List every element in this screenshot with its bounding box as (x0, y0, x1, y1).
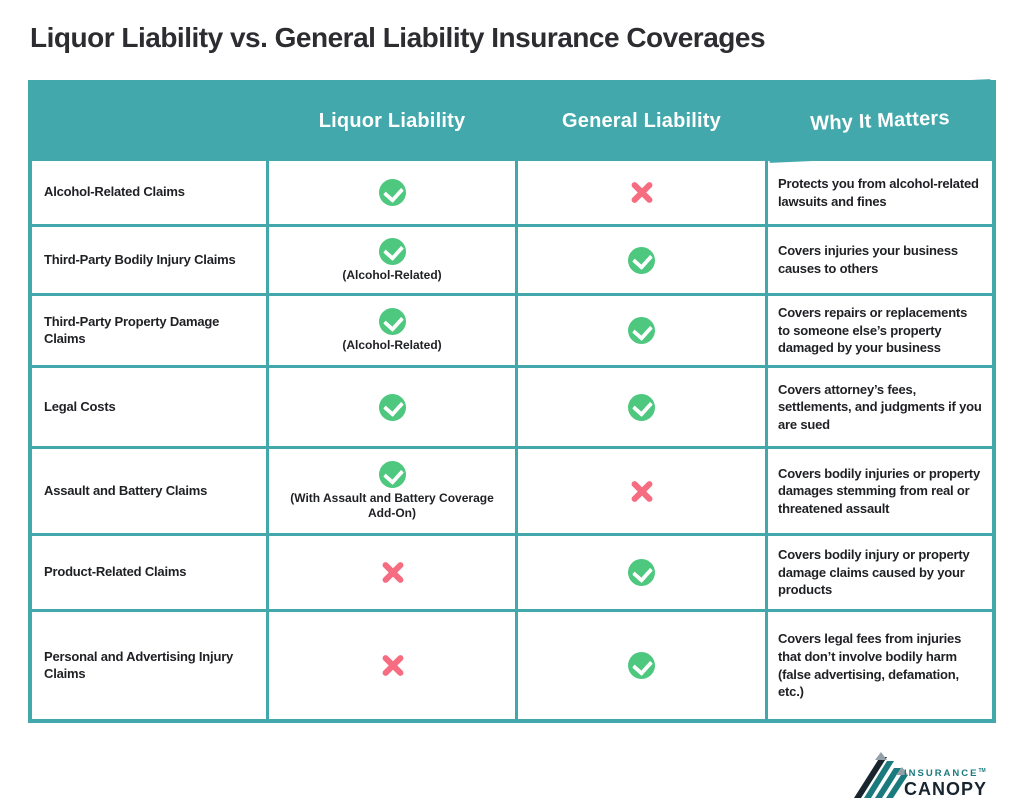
row-label-text: Third-Party Bodily Injury Claims (44, 251, 236, 267)
general-liability-cell (518, 612, 765, 719)
header-empty-cell (32, 84, 266, 158)
general-liability-cell (518, 536, 765, 609)
row-label-third-party-bodily-injury-claims: Third-Party Bodily Injury Claims (32, 227, 266, 293)
row-label-third-party-property-damage-claims: Third-Party Property Damage Claims (32, 296, 266, 365)
check-circle-icon (628, 317, 655, 344)
coverage-note: (Alcohol-Related) (342, 267, 442, 282)
general-liability-cell (518, 449, 765, 533)
general-liability-cell (518, 227, 765, 293)
why-text: Covers legal fees from injuries that don… (778, 631, 962, 700)
row-label-text: Legal Costs (44, 398, 116, 414)
x-mark-icon (629, 479, 654, 504)
canopy-mountain-icon (854, 752, 908, 798)
liquor-liability-cell: (With Assault and Battery Coverage Add-O… (269, 449, 515, 533)
why-it-matters-cell: Protects you from alcohol-related lawsui… (768, 161, 992, 224)
row-label-alcohol-related-claims: Alcohol-Related Claims (32, 161, 266, 224)
why-text: Covers bodily injury or property damage … (778, 547, 970, 598)
coverage-note: (Alcohol-Related) (342, 338, 442, 352)
logo-brand-bottom: CANOPY (904, 779, 988, 799)
liquor-liability-cell: (Alcohol-Related) (269, 227, 515, 293)
check-circle-icon (628, 393, 655, 421)
row-label-text: Alcohol-Related Claims (44, 184, 185, 200)
page-title: Liquor Liability vs. General Liability I… (30, 22, 766, 53)
x-mark-icon (380, 653, 405, 678)
why-it-matters-cell: Covers bodily injury or property damage … (768, 536, 992, 609)
check-circle-icon (628, 246, 655, 274)
row-label-text: Third-Party Property Damage Claims (44, 313, 220, 346)
x-mark-icon (629, 180, 654, 205)
why-text: Covers bodily injuries or property damag… (778, 465, 980, 516)
liquor-liability-cell (269, 612, 515, 719)
liquor-liability-cell (269, 368, 515, 446)
column-header-why-it-matters: Why It Matters (766, 79, 994, 163)
row-label-legal-costs: Legal Costs (32, 368, 266, 446)
liquor-liability-cell (269, 536, 515, 609)
row-label-product-related-claims: Product-Related Claims (32, 536, 266, 609)
coverage-note: (With Assault and Battery Coverage Add-O… (290, 491, 494, 520)
x-mark-icon (380, 560, 405, 585)
column-header-liquor-liability: Liquor Liability (269, 84, 515, 158)
row-label-text: Personal and Advertising Injury Claims (44, 648, 234, 681)
check-circle-icon (378, 461, 406, 488)
why-it-matters-cell: Covers repairs or replacements to someon… (768, 296, 992, 365)
check-circle-icon (378, 308, 406, 335)
general-liability-cell (518, 161, 765, 224)
liquor-liability-cell: (Alcohol-Related) (269, 296, 515, 365)
comparison-table: Liquor Liability General Liability Why I… (28, 79, 996, 723)
check-circle-icon (378, 179, 406, 206)
logo-wordmark: INSURANCETM CANOPY (904, 767, 988, 799)
why-it-matters-cell: Covers injuries your business causes to … (768, 227, 992, 293)
why-it-matters-cell: Covers bodily injuries or property damag… (768, 449, 992, 533)
why-text: Covers injuries your business causes to … (778, 243, 958, 276)
why-text: Covers attorney’s fees, settlements, and… (778, 381, 982, 432)
general-liability-cell (518, 296, 765, 365)
row-label-personal-and-advertising-injury-claims: Personal and Advertising Injury Claims (32, 612, 266, 719)
row-label-text: Product-Related Claims (44, 564, 187, 580)
why-it-matters-cell: Covers legal fees from injuries that don… (768, 612, 992, 719)
insurance-canopy-logo: INSURANCETM CANOPY (852, 744, 1002, 806)
check-circle-icon (378, 237, 406, 265)
column-header-general-liability: General Liability (518, 84, 765, 158)
check-circle-icon (378, 393, 406, 421)
check-circle-icon (628, 559, 655, 586)
general-liability-cell (518, 368, 765, 446)
liquor-liability-cell (269, 161, 515, 224)
why-text: Protects you from alcohol-related lawsui… (778, 175, 979, 209)
why-text: Covers repairs or replacements to someon… (778, 305, 968, 356)
why-it-matters-cell: Covers attorney’s fees, settlements, and… (768, 368, 992, 446)
row-label-text: Assault and Battery Claims (44, 482, 208, 498)
check-circle-icon (628, 652, 655, 679)
trademark-symbol: TM (978, 767, 986, 774)
row-label-assault-and-battery-claims: Assault and Battery Claims (32, 449, 266, 533)
logo-brand-top: INSURANCETM (904, 767, 986, 779)
